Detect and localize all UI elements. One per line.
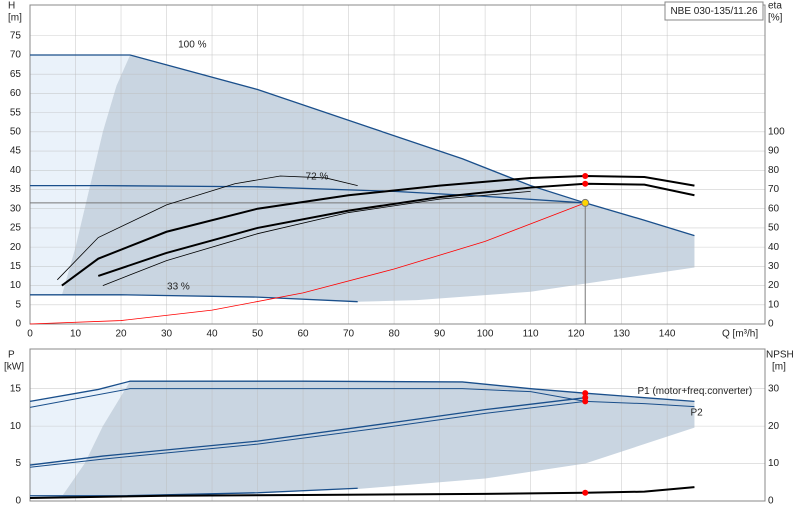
curve	[57, 175, 358, 281]
x-tick-label: 140	[659, 329, 676, 340]
y2-tick-label: 20	[768, 421, 780, 432]
curve	[29, 380, 695, 403]
y2-tick-label: 50	[768, 223, 780, 234]
y2-tick-label: 30	[768, 383, 780, 394]
y2-tick-label: 0	[768, 319, 774, 330]
operating-point	[581, 198, 590, 207]
curve	[30, 54, 695, 237]
curve	[29, 486, 695, 500]
curve	[29, 388, 695, 408]
y-tick-label: 15	[10, 261, 22, 272]
y2-axis-label: eta	[768, 1, 782, 12]
operating-region	[30, 54, 131, 296]
y2-tick-label: 20	[768, 280, 780, 291]
y2-tick-label: 90	[768, 146, 780, 157]
x-tick-label: 30	[161, 329, 173, 340]
y-tick-label: 65	[10, 69, 22, 80]
curve-label: P2	[690, 407, 703, 418]
operating-point	[582, 180, 589, 187]
y-tick-label: 10	[10, 280, 22, 291]
y-tick-label: 5	[15, 458, 21, 469]
y-tick-label: 55	[10, 107, 22, 118]
y-tick-label: 20	[10, 242, 22, 253]
y2-tick-label: 80	[768, 165, 780, 176]
y-tick-label: 10	[10, 421, 22, 432]
x-tick-label: 120	[568, 329, 585, 340]
y2-tick-label: 10	[768, 299, 780, 310]
curve	[29, 397, 586, 466]
y-tick-label: 70	[10, 50, 22, 61]
x-tick-label: 110	[523, 329, 539, 340]
x-tick-label: 100	[477, 329, 494, 340]
y-tick-label: 5	[15, 299, 21, 310]
x-tick-label: 40	[206, 329, 218, 340]
y-axis-label: H	[8, 1, 15, 12]
x-tick-label: 0	[27, 329, 33, 340]
plot-frame	[29, 4, 766, 325]
x-axis-label: Q [m³/h]	[722, 329, 758, 340]
y2-tick-label: 100	[768, 126, 785, 137]
x-tick-label: 90	[434, 329, 446, 340]
operating-point	[582, 489, 589, 496]
curve	[102, 191, 531, 286]
title-box	[664, 1, 764, 21]
operating-point	[582, 390, 589, 397]
curve	[97, 182, 695, 277]
curve	[29, 400, 586, 468]
x-tick-label: 10	[70, 329, 82, 340]
y2-axis-unit: [m]	[772, 362, 786, 373]
plot-frame	[29, 348, 766, 502]
y2-axis-label: NPSH	[766, 350, 794, 361]
x-tick-label: 130	[613, 329, 630, 340]
y2-tick-label: 70	[768, 184, 780, 195]
operating-point	[582, 398, 589, 405]
operating-point	[582, 173, 589, 180]
x-tick-label: 20	[115, 329, 127, 340]
operating-region	[30, 381, 131, 497]
x-tick-label: 60	[298, 329, 310, 340]
x-tick-label: 80	[389, 329, 401, 340]
y-axis-unit: [kW]	[4, 362, 24, 373]
y-tick-label: 15	[10, 383, 22, 394]
y-axis-label: P	[8, 350, 15, 361]
curve-label: 72 %	[306, 171, 329, 182]
y-tick-label: 60	[10, 88, 22, 99]
curve	[30, 294, 358, 303]
y2-tick-label: 0	[768, 496, 774, 507]
y-axis-unit: [m]	[8, 13, 22, 24]
chart-title: NBE 030-135/11.26	[670, 6, 758, 17]
curve-label: 100 %	[178, 40, 206, 51]
curve-label: P1 (motor+freq.converter)	[637, 386, 752, 397]
y-tick-label: 45	[10, 146, 22, 157]
y2-tick-label: 40	[768, 242, 780, 253]
x-tick-label: 70	[343, 329, 355, 340]
y2-axis-unit: [%]	[768, 13, 783, 24]
curve	[30, 487, 358, 497]
curve	[29, 202, 586, 325]
y-tick-label: 40	[10, 165, 22, 176]
curve-label: 33 %	[167, 281, 190, 292]
y2-tick-label: 30	[768, 261, 780, 272]
y-tick-label: 35	[10, 184, 22, 195]
x-tick-label: 50	[252, 329, 264, 340]
curve	[30, 184, 586, 204]
y2-tick-label: 10	[768, 458, 780, 469]
y-tick-label: 75	[10, 30, 22, 41]
curve	[61, 175, 695, 287]
operating-region	[61, 381, 695, 497]
y-tick-label: 0	[15, 496, 21, 507]
y-tick-label: 30	[10, 203, 22, 214]
y-tick-label: 0	[15, 319, 21, 330]
y2-tick-label: 60	[768, 203, 780, 214]
operating-region	[61, 54, 695, 302]
y-tick-label: 25	[10, 223, 22, 234]
y-tick-label: 50	[10, 126, 22, 137]
